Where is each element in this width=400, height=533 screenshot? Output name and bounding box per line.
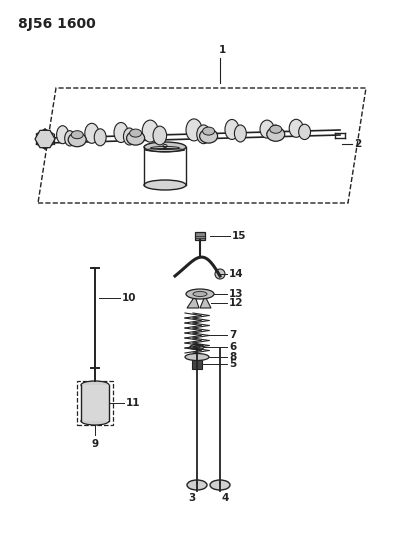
Text: 5: 5	[229, 359, 236, 369]
Bar	[81, 385, 109, 421]
Text: 1: 1	[218, 45, 226, 55]
Ellipse shape	[142, 120, 158, 142]
Ellipse shape	[85, 123, 99, 143]
Ellipse shape	[57, 126, 69, 144]
Text: 9: 9	[92, 439, 98, 449]
Ellipse shape	[65, 131, 75, 146]
Ellipse shape	[144, 142, 186, 152]
Ellipse shape	[130, 129, 142, 137]
Text: 7: 7	[229, 330, 236, 340]
Bar	[195, 232, 205, 240]
Ellipse shape	[187, 480, 207, 490]
Text: 6: 6	[229, 342, 236, 352]
Ellipse shape	[124, 128, 135, 145]
Ellipse shape	[270, 125, 281, 140]
Text: 8: 8	[229, 352, 236, 362]
Ellipse shape	[267, 127, 285, 141]
Ellipse shape	[270, 125, 282, 133]
Ellipse shape	[203, 127, 215, 135]
Ellipse shape	[210, 480, 230, 490]
Ellipse shape	[186, 289, 214, 299]
Text: 13: 13	[229, 289, 244, 299]
Ellipse shape	[126, 131, 145, 145]
Text: 3: 3	[188, 493, 196, 503]
Polygon shape	[200, 296, 211, 308]
Ellipse shape	[299, 124, 310, 140]
Text: 15: 15	[232, 231, 246, 241]
Text: 11: 11	[126, 398, 140, 408]
Ellipse shape	[153, 126, 166, 145]
Ellipse shape	[200, 129, 218, 143]
Ellipse shape	[225, 119, 239, 140]
Ellipse shape	[94, 129, 106, 146]
Ellipse shape	[144, 180, 186, 190]
Bar	[192, 359, 202, 369]
Circle shape	[215, 269, 225, 279]
Text: 12: 12	[229, 298, 244, 308]
Ellipse shape	[194, 345, 200, 349]
Text: 10: 10	[122, 293, 136, 303]
Ellipse shape	[289, 119, 303, 138]
Text: 2: 2	[354, 139, 361, 149]
Text: 4: 4	[221, 493, 229, 503]
Ellipse shape	[185, 353, 209, 360]
Text: 8J56 1600: 8J56 1600	[18, 17, 96, 31]
Ellipse shape	[234, 125, 246, 142]
Text: 14: 14	[229, 269, 244, 279]
Ellipse shape	[68, 133, 86, 147]
Ellipse shape	[190, 344, 204, 350]
Ellipse shape	[114, 123, 128, 142]
Ellipse shape	[186, 119, 202, 141]
Ellipse shape	[197, 125, 210, 144]
Ellipse shape	[260, 120, 274, 138]
Bar	[77, 381, 113, 425]
Ellipse shape	[193, 292, 207, 296]
Ellipse shape	[71, 131, 83, 139]
Ellipse shape	[81, 417, 109, 425]
Ellipse shape	[81, 381, 109, 389]
Polygon shape	[187, 296, 199, 308]
